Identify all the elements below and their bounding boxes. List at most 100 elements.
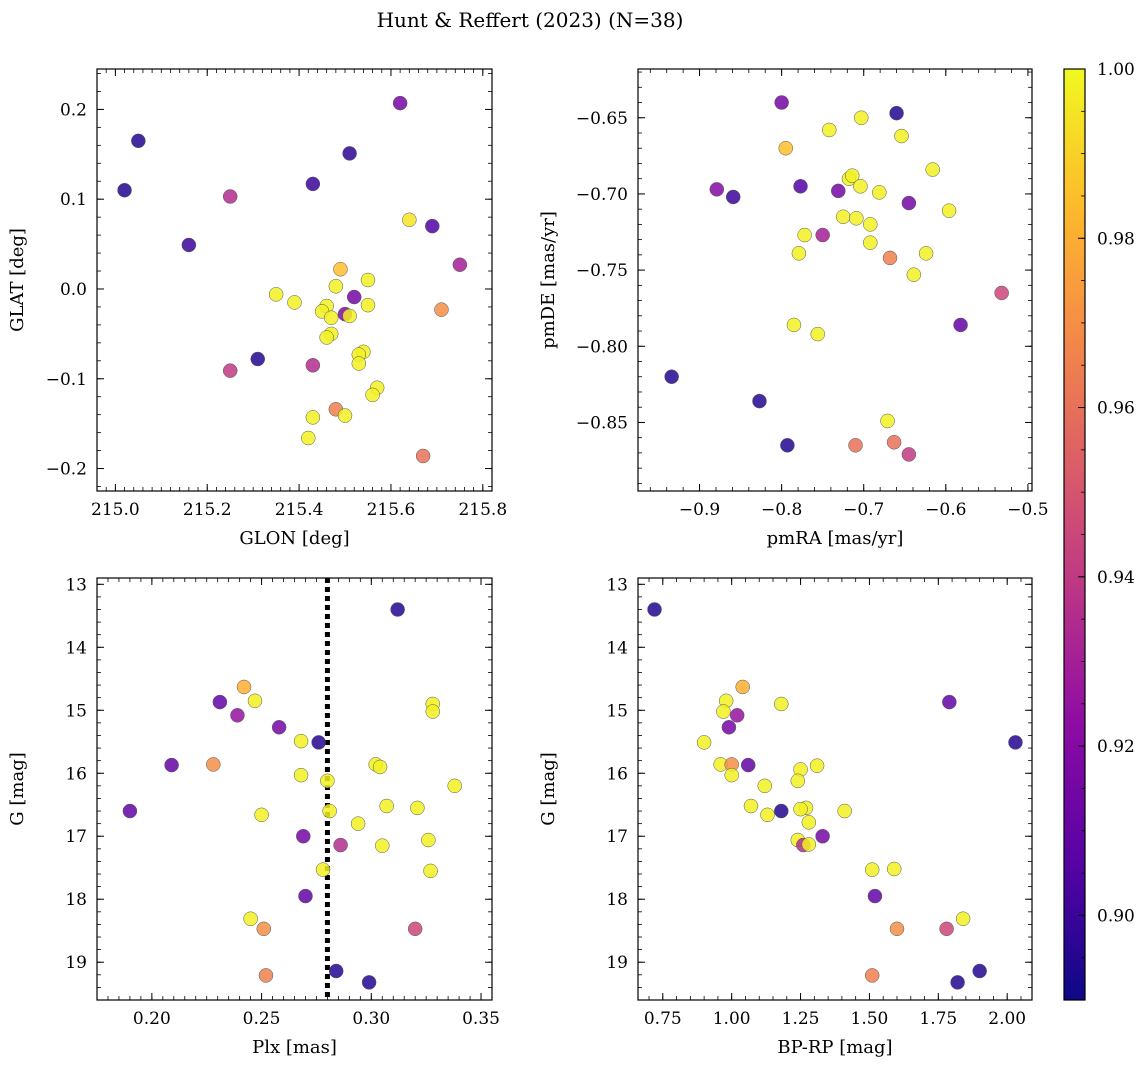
data-point — [392, 95, 408, 111]
panel-bprp-g: 0.75 1.00 1.25 1.50 1.75 2.00 13 14 15 16 17 18 19 BP… — [538, 575, 1033, 1058]
data-point — [743, 798, 759, 814]
axes-frame — [96, 68, 493, 492]
y-axis-label: pmDE [mas/yr] — [538, 211, 559, 349]
x-axis-label: pmRA [mas/yr] — [767, 528, 904, 549]
data-point — [724, 767, 739, 783]
data-point — [647, 602, 662, 617]
data-point — [254, 807, 269, 823]
data-point — [848, 438, 863, 453]
x-tick-label: 0.35 — [462, 1009, 500, 1029]
data-point — [305, 176, 321, 192]
panel-glon-glat: 215.0 215.2 215.4 215.6 215.8 −0.2 −0.1 0.0 0.1 0… — [7, 68, 507, 549]
data-point — [268, 287, 284, 302]
data-point — [1008, 735, 1023, 750]
data-point — [222, 363, 238, 378]
colorbar-tick-label: 0.96 — [1097, 399, 1135, 419]
data-point — [452, 257, 468, 272]
y-tick-label: −0.70 — [576, 185, 628, 205]
data-point — [835, 209, 851, 225]
data-point — [780, 438, 795, 453]
data-point — [894, 128, 909, 144]
data-point — [941, 203, 957, 218]
data-point — [854, 110, 869, 126]
data-point — [319, 330, 334, 345]
y-tick-label: 16 — [606, 764, 628, 784]
y-tick-label: 0.0 — [60, 280, 87, 300]
data-point — [434, 302, 449, 317]
data-point — [360, 272, 376, 288]
y-tick-label: 18 — [65, 890, 87, 910]
data-point — [886, 861, 902, 877]
data-point — [410, 800, 425, 816]
data-point — [886, 434, 902, 450]
data-point — [955, 911, 971, 926]
x-axis-label: GLON [deg] — [239, 528, 349, 549]
x-tick-label: 215.0 — [91, 500, 140, 520]
data-point — [298, 888, 313, 904]
data-point — [421, 832, 436, 848]
data-point — [797, 227, 812, 243]
data-point — [360, 297, 376, 313]
data-point — [230, 708, 245, 723]
data-point — [117, 182, 132, 198]
data-point — [889, 105, 904, 121]
y-tick-label: 16 — [65, 764, 87, 784]
data-point — [236, 679, 252, 695]
data-point — [994, 285, 1009, 301]
data-point — [243, 911, 258, 926]
data-point — [740, 757, 756, 773]
data-point — [849, 211, 864, 226]
x-tick-label: −0.8 — [761, 500, 802, 520]
data-point — [328, 963, 344, 979]
y-tick-label: 14 — [65, 638, 87, 658]
data-point — [337, 408, 353, 423]
data-point — [901, 447, 917, 462]
data-point — [664, 369, 679, 384]
data-point — [793, 801, 808, 817]
data-point — [342, 146, 357, 161]
y-tick-label: 17 — [606, 827, 628, 847]
axes-frame — [96, 577, 493, 1001]
data-point — [760, 807, 775, 823]
data-point — [790, 773, 806, 789]
panel-pmra-pmde: −0.9 −0.8 −0.7 −0.6 −0.5 −0.85 −0.80 −0.75 −0.70… — [538, 68, 1049, 549]
data-point — [305, 410, 321, 425]
y-tick-label: 19 — [606, 953, 628, 973]
data-point — [831, 183, 846, 199]
data-point — [757, 778, 772, 794]
data-point — [752, 393, 767, 409]
data-point — [164, 757, 179, 773]
data-point — [250, 351, 266, 367]
data-point — [365, 387, 380, 403]
data-point — [322, 803, 337, 819]
y-tick-label: 15 — [606, 701, 628, 721]
data-point — [815, 227, 830, 243]
data-point — [972, 963, 987, 979]
data-point — [925, 162, 940, 177]
x-tick-label: −0.7 — [843, 500, 884, 520]
data-point — [256, 921, 272, 937]
x-tick-label: −0.6 — [925, 500, 966, 520]
data-point — [864, 862, 880, 877]
data-point — [889, 921, 905, 937]
data-point — [328, 279, 344, 294]
data-point — [696, 735, 712, 750]
data-point — [901, 195, 917, 211]
x-tick-label: 215.8 — [458, 500, 507, 520]
x-tick-label: 0.30 — [352, 1009, 390, 1029]
y-tick-label: −0.2 — [46, 460, 87, 480]
x-tick-label: 0.25 — [243, 1009, 281, 1029]
data-point — [447, 778, 462, 794]
data-point — [415, 448, 431, 464]
data-point — [375, 838, 390, 853]
data-point — [407, 921, 423, 937]
data-point — [296, 828, 311, 844]
data-point — [361, 975, 377, 990]
data-point — [271, 720, 287, 735]
data-point — [305, 358, 321, 373]
x-tick-label: 0.75 — [644, 1009, 682, 1029]
data-point — [342, 308, 357, 324]
data-point — [918, 246, 934, 261]
y-axis-label: G [mag] — [538, 752, 559, 825]
data-point — [953, 317, 968, 333]
